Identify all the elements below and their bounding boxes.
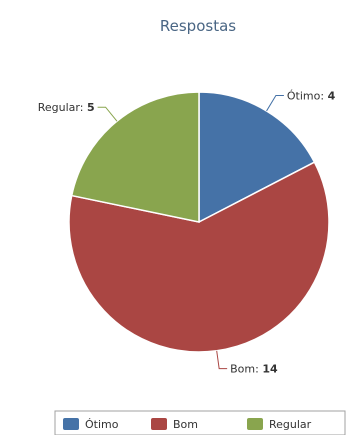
data-labels: Ótimo: 4 Bom: 14 Regular: 5 [38,90,336,376]
legend-box [54,410,346,435]
legend-item-regular[interactable]: Regular [247,418,312,431]
legend-item-otimo[interactable]: Ótimo [63,418,119,431]
label-connector-regular [97,106,118,122]
pie-slice-otimo[interactable] [198,91,316,224]
legend-label-regular: Regular [269,418,312,431]
label-connector-otimo [266,95,284,112]
legend-label-bom: Bom [173,418,198,431]
data-label-regular: Regular: 5 [38,101,95,114]
legend-swatch-regular [247,418,263,430]
legend-label-otimo: Ótimo [85,418,119,431]
pie-slice-bom[interactable] [68,161,330,353]
legend-item-bom[interactable]: Bom [151,418,198,431]
data-label-otimo: Ótimo: 4 [287,90,336,103]
label-connector-bom [216,350,228,370]
pie-slice-regular[interactable] [70,91,200,223]
legend-swatch-otimo [63,418,79,430]
data-label-bom: Bom: 14 [230,363,278,376]
chart-title: Respostas [160,17,236,35]
pie-slices [68,91,330,353]
legend-swatch-bom [151,418,167,430]
legend: Ótimo Bom Regular [54,410,346,435]
